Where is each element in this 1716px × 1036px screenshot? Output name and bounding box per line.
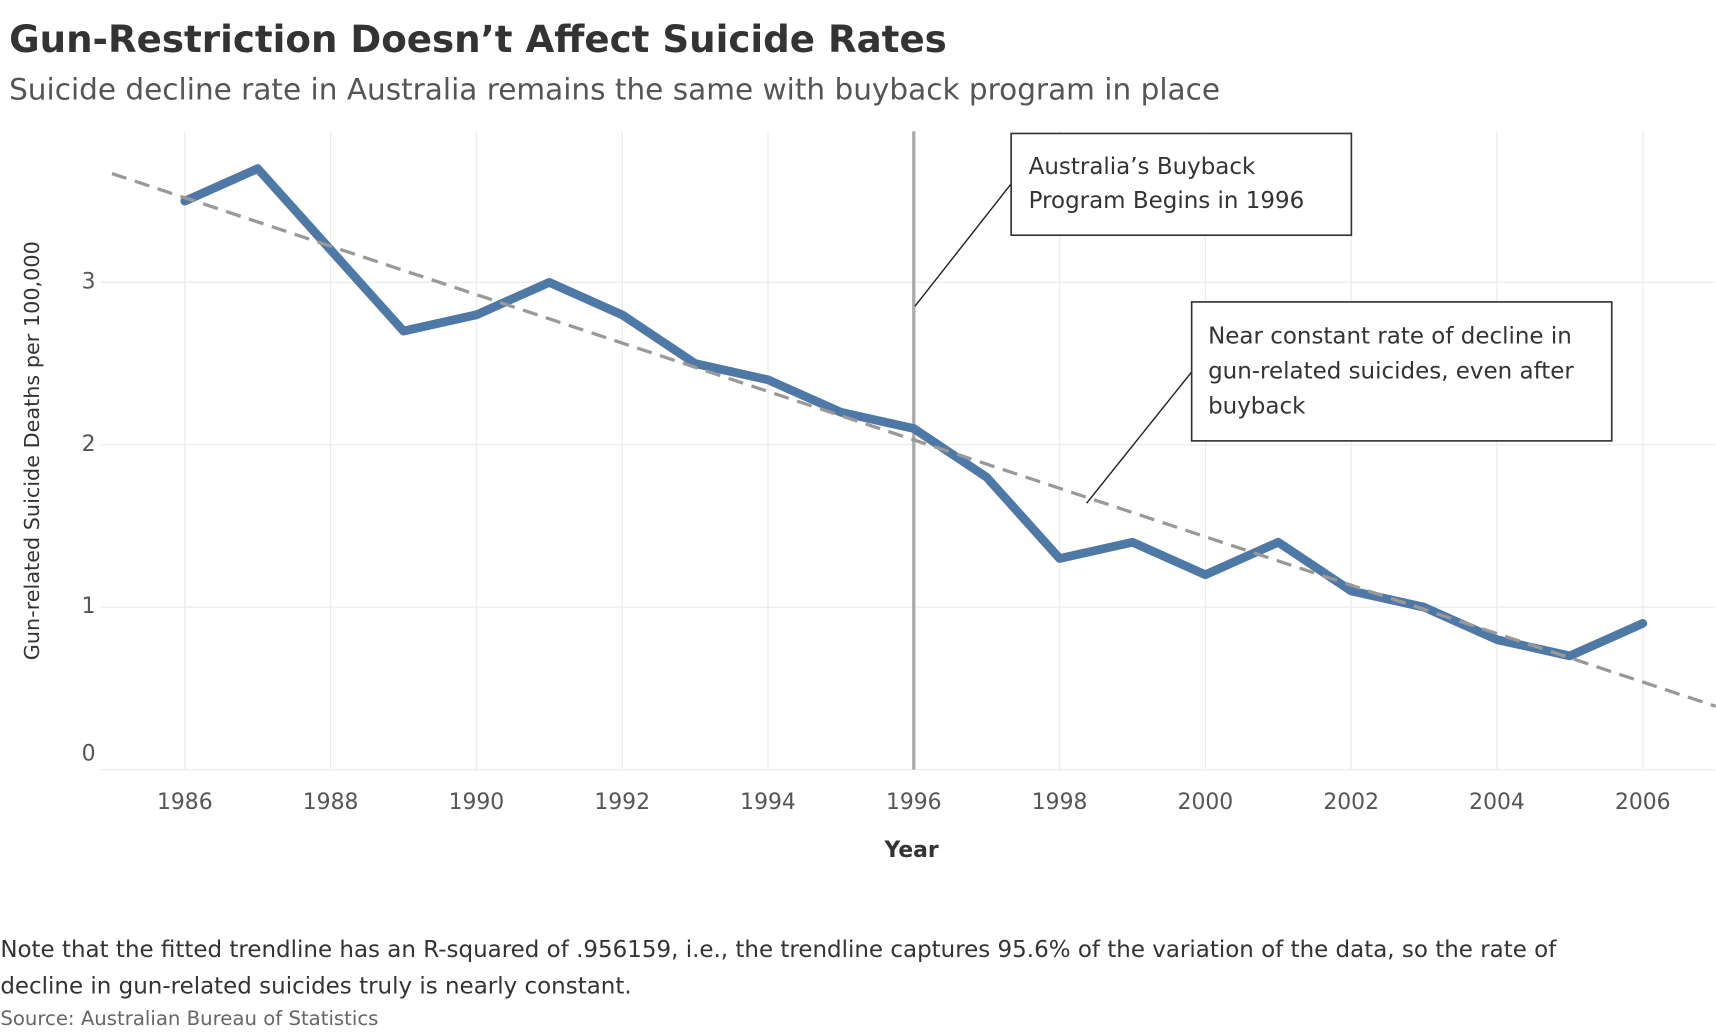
x-axis-label: Year [884,838,939,863]
plot-area: 1986 1988 1990 1992 1994 1996 1998 2000 2002 2004… [82,131,1716,815]
source: Source: Australian Bureau of Statistics [0,1007,378,1030]
annotation-text: buyback [1208,393,1306,419]
annotation: Near constant rate of decline in gun-rel… [1086,301,1613,504]
annotation: Australia’s Buyback Program Begins in 19… [914,132,1353,307]
y-tick-label: 1 [82,594,96,619]
annotation-pointer [1086,371,1193,504]
x-tick-label: 2002 [1323,790,1379,815]
x-tick-label: 1988 [303,790,359,815]
note: Note that the fitted trendline has an R-… [0,937,1557,963]
x-tick-label: 1992 [594,790,650,815]
x-tick-label: 2006 [1615,790,1671,815]
x-tick-label: 1990 [449,790,505,815]
trendline [111,171,1716,708]
annotation-box [1190,301,1613,442]
x-tick-label: 1986 [157,790,213,815]
y-tick-label: 0 [82,741,96,766]
chart-title: Gun-Restriction Doesn’t Affect Suicide R… [9,17,947,61]
y-tick-label: 3 [82,269,96,294]
x-tick-label: 1994 [740,790,796,815]
annotation-text: Near constant rate of decline in [1208,323,1572,349]
annotation-text: Australia’s Buyback [1029,154,1256,180]
annotation-text: Program Begins in 1996 [1029,188,1305,214]
x-tick-label: 2000 [1178,790,1234,815]
y-tick-label: 2 [82,432,96,457]
note: decline in gun-related suicides truly is… [0,973,631,999]
annotation-pointer [914,183,1012,307]
chart-subtitle: Suicide decline rate in Australia remain… [9,72,1220,106]
annotation-text: gun-related suicides, even after [1208,358,1574,384]
x-tick-label: 2004 [1469,790,1525,815]
y-axis-label: Gun-related Suicide Deaths per 100,000 [20,241,44,660]
x-tick-label: 1998 [1032,790,1088,815]
x-tick-label: 1996 [886,790,942,815]
annotation-box [1010,132,1353,237]
